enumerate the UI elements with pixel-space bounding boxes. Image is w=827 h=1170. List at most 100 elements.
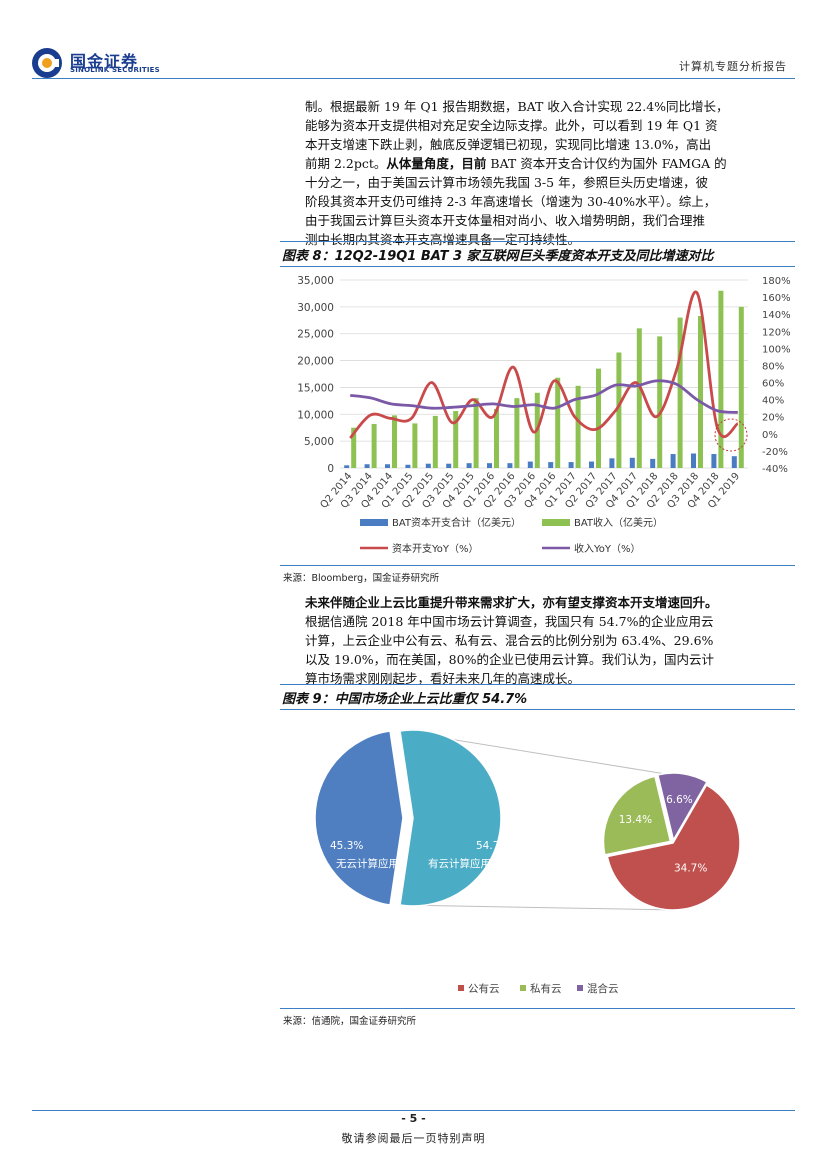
legend-swatch	[520, 985, 526, 991]
sinolink-logo-icon	[32, 48, 62, 78]
sub-slice-label: 34.7%	[674, 862, 707, 874]
main-slice-label-no-cloud: 无云计算应用	[336, 857, 399, 870]
legend-item: 私有云	[530, 982, 562, 995]
capex-bar	[670, 454, 676, 468]
figure-9-source: 来源：信通院，国金证券研究所	[283, 1016, 417, 1027]
capex-bar	[487, 463, 492, 468]
capex-bar	[650, 458, 656, 468]
page-number: - 5 -	[401, 1112, 426, 1125]
capex-bar	[344, 465, 350, 468]
revenue-bar	[351, 427, 357, 468]
y-left-tick-label: 10,000	[297, 409, 334, 421]
revenue-bar	[514, 398, 520, 468]
y-right-tick-label: 80%	[762, 361, 784, 372]
para2-line: 根据信通院 2018 年中国市场云计算调查，我国只有 54.7%的企业应用云	[305, 614, 714, 629]
capex-bar	[364, 464, 370, 468]
revenue-bar	[698, 315, 703, 468]
y-left-tick-label: 25,000	[297, 329, 334, 341]
y-right-tick-label: 160%	[762, 293, 791, 304]
y-left-tick-label: 0	[327, 463, 334, 475]
y-right-tick-label: 100%	[762, 344, 791, 355]
para1-line: 十分之一，由于美国云计算市场领先我国 3-5 年，参照巨头历史增速，彼	[305, 175, 709, 190]
sub-slice-hybrid-cloud	[656, 772, 708, 843]
capex-bar	[425, 463, 431, 468]
legend-swatch	[577, 985, 583, 991]
footer-divider	[32, 1110, 795, 1111]
revenue-bar	[636, 328, 642, 468]
y-right-tick-label: 0%	[762, 430, 778, 441]
y-right-tick-label: 40%	[762, 396, 784, 407]
y-left-tick-label: 35,000	[297, 275, 334, 287]
sub-slice-label: 6.6%	[666, 794, 693, 806]
revenue-bar	[677, 317, 683, 468]
capex-bar	[609, 458, 615, 468]
capex-bar	[629, 457, 635, 468]
capex-yoy-line	[349, 290, 739, 440]
capex-bar	[691, 453, 696, 468]
capex-bar	[589, 461, 594, 468]
figure-8-title-bar: 图表 8：12Q2-19Q1 BAT 3 家互联网巨头季度资本开支及同比增速对比	[280, 241, 795, 267]
main-slice-label-with-cloud: 有云计算应用	[428, 857, 491, 870]
revenue-yoy-line	[350, 379, 738, 414]
y-right-tick-label: -40%	[762, 464, 788, 475]
connector-line	[400, 904, 679, 911]
para1-line: 本开支增速下跌止剥，触底反弹逻辑已初现，实现同比增速 13.0%，高出	[305, 137, 712, 152]
highlight-circle	[714, 418, 748, 452]
legend-item: 公有云	[468, 982, 500, 995]
capex-revenue-chart: 0 5,000 10,000 15,000 20,000 25,000 30,000 35,0…	[297, 275, 791, 555]
header-divider	[32, 78, 795, 79]
capex-bar	[731, 456, 737, 468]
para1-line: 前期 2.2pct。从体量角度，目前 BAT 资本开支合计仅约为国外 FAMGA…	[305, 156, 727, 171]
y-left-tick-label: 30,000	[297, 302, 334, 314]
y-right-tick-label: 180%	[762, 276, 791, 287]
revenue-bar	[432, 415, 438, 468]
y-right-tick-label: 140%	[762, 310, 791, 321]
revenue-bar	[657, 336, 663, 468]
y-right-tick-label: -20%	[762, 447, 788, 458]
legend-revenue-yoy: 收入YoY（%）	[574, 542, 641, 555]
figure-8-title: 图表 8：12Q2-19Q1 BAT 3 家互联网巨头季度资本开支及同比增速对比	[282, 249, 714, 264]
y-left-tick-label: 20,000	[297, 356, 334, 368]
revenue-bar	[412, 423, 418, 468]
revenue-bar	[494, 408, 499, 468]
para1-line: 能够为资本开支提供相对充足安全边际支撑。此外，可以看到 19 年 Q1 资	[305, 118, 718, 133]
legend-capex-yoy: 资本开支YoY（%）	[392, 542, 479, 555]
capex-bar	[548, 462, 554, 468]
capex-bar	[446, 463, 452, 468]
sub-slice-public-cloud	[606, 783, 741, 911]
legend-swatch-capex	[360, 519, 388, 526]
y-right-tick-label: 120%	[762, 327, 791, 338]
capex-bar	[711, 454, 717, 468]
paragraph-2: 未来伴随企业上云比重提升带来需求扩大，亦有望支撑资本开支增速回升。 根据信通院 …	[305, 593, 785, 688]
sub-slice-label: 13.4%	[619, 814, 652, 826]
revenue-bar	[371, 423, 377, 468]
legend-swatch	[458, 985, 464, 991]
disclaimer-note: 敬请参阅最后一页特别声明	[341, 1132, 486, 1145]
revenue-bar	[575, 385, 581, 468]
y-right-tick-label: 60%	[762, 379, 784, 390]
legend-revenue: BAT收入（亿美元）	[574, 516, 663, 529]
capex-bar	[466, 463, 472, 468]
para1-bold-phrase: 从体量角度，目前	[386, 156, 487, 171]
revenue-bar	[473, 398, 479, 468]
cloud-adoption-pie-chart: 34.7% 13.4% 6.6% 45.3% 无云计算应用 54.7% 有云计算应用 公有云…	[314, 729, 741, 995]
main-slice-value-no-cloud: 45.3%	[330, 840, 363, 852]
legend-capex: BAT资本开支合计（亿美元）	[392, 516, 521, 529]
logo-english-name: SINOLINK SECURITIES	[70, 66, 160, 74]
y-right-tick-label: 20%	[762, 413, 784, 424]
para1-line: 阶段其资本开支仍可维持 2-3 年高速增长（增速为 30-40%水平）。综上，	[305, 194, 717, 209]
capex-bar	[507, 463, 513, 468]
para2-line: 以及 19.0%，而在美国，80%的企业已使用云计算。我们认为，国内云计	[305, 652, 714, 667]
revenue-bar	[596, 368, 601, 468]
figure-8-source: 来源：Bloomberg，国金证券研究所	[283, 573, 440, 584]
logo-chinese-name: 国金证券	[70, 52, 139, 71]
capex-bar	[527, 461, 533, 468]
y-left-tick-label: 5,000	[304, 436, 334, 448]
pie-slice-no-cloud	[314, 730, 404, 906]
figure-9-title: 图表 9：中国市场企业上云比重仅 54.7%	[282, 692, 528, 707]
para1-line: 制。根据最新 19 年 Q1 报告期数据，BAT 收入合计实现 22.4%同比增…	[305, 99, 729, 114]
sub-slice-private-cloud	[602, 775, 672, 856]
figure-9-title-bar: 图表 9：中国市场企业上云比重仅 54.7%	[280, 684, 795, 710]
y-left-tick-label: 15,000	[297, 382, 334, 394]
company-logo: 国金证券 SINOLINK SECURITIES	[30, 46, 170, 80]
